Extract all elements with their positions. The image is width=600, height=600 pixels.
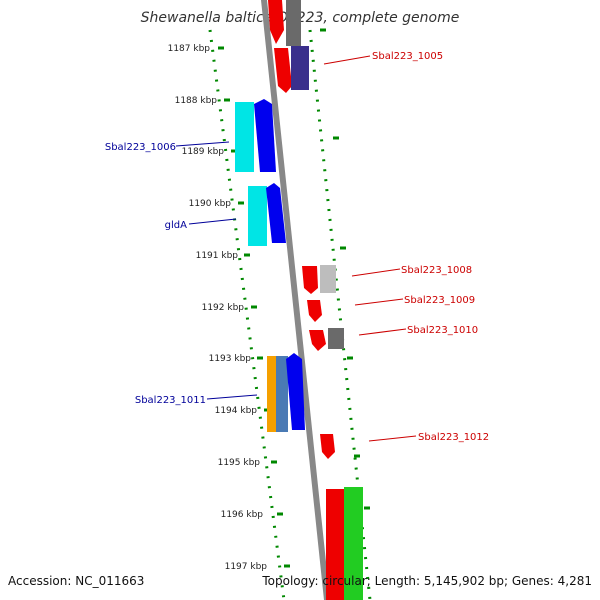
label-sbal1012[interactable]: Sbal223_1012: [418, 432, 489, 443]
backbone: [261, 0, 330, 600]
label-glda[interactable]: gldA: [165, 220, 187, 231]
tick-label: 1190 kbp: [189, 199, 232, 209]
gene-arrow-blue[interactable]: [254, 99, 276, 172]
tick-label: 1187 kbp: [168, 44, 211, 54]
gene-block-gray[interactable]: [286, 0, 301, 46]
tick-label: 1188 kbp: [175, 96, 218, 106]
label-sbal1010[interactable]: Sbal223_1010: [407, 325, 478, 336]
gene-sbal1006[interactable]: [235, 102, 254, 172]
gene-block-red[interactable]: [326, 489, 344, 600]
gene-sbal1008[interactable]: [320, 265, 336, 293]
gene-arrow-red[interactable]: [274, 48, 292, 93]
tick-labels: 1187 kbp 1188 kbp 1189 kbp 1190 kbp 1191…: [168, 44, 268, 572]
label-sbal1006[interactable]: Sbal223_1006: [105, 142, 176, 153]
leader-line: [358, 328, 407, 336]
tick-label: 1192 kbp: [202, 303, 245, 313]
leader-line: [351, 268, 401, 277]
gene-block-orange[interactable]: [267, 356, 276, 432]
tick-label: 1189 kbp: [182, 147, 225, 157]
label-sbal1011[interactable]: Sbal223_1011: [135, 395, 206, 406]
gene-arrow-red[interactable]: [309, 330, 326, 351]
label-sbal1009[interactable]: Sbal223_1009: [404, 295, 475, 306]
tick-label: 1197 kbp: [225, 562, 268, 572]
gene-sbal1005[interactable]: [291, 46, 309, 90]
gene-arrow-blue[interactable]: [266, 183, 286, 243]
tick-label: 1196 kbp: [221, 510, 264, 520]
leader-line: [354, 298, 404, 306]
gene-sbal1011[interactable]: [276, 356, 288, 432]
gene-glda[interactable]: [248, 186, 267, 246]
genome-info-text: Topology: circular; Length: 5,145,902 bp…: [262, 574, 592, 588]
gene-arrow-blue[interactable]: [286, 353, 305, 430]
gene-sbal1012[interactable]: [320, 434, 335, 459]
leader-line: [323, 55, 371, 65]
leader-line: [175, 141, 230, 147]
leader-line: [206, 394, 258, 400]
leader-line: [188, 218, 237, 225]
label-sbal1008[interactable]: Sbal223_1008: [401, 265, 472, 276]
accession-text: Accession: NC_011663: [8, 574, 145, 588]
label-sbal1005[interactable]: Sbal223_1005: [372, 51, 443, 62]
tick-label: 1191 kbp: [196, 251, 239, 261]
gene-sbal1009[interactable]: [307, 300, 322, 322]
leader-line: [368, 435, 417, 442]
gene-arrow-red[interactable]: [268, 0, 284, 44]
tick-label: 1193 kbp: [209, 354, 252, 364]
gene-block-green[interactable]: [344, 487, 363, 600]
tick-label: 1195 kbp: [218, 458, 261, 468]
tick-label: 1194 kbp: [215, 406, 258, 416]
gene-arrow-red[interactable]: [302, 266, 318, 294]
gene-sbal1010[interactable]: [328, 328, 344, 349]
